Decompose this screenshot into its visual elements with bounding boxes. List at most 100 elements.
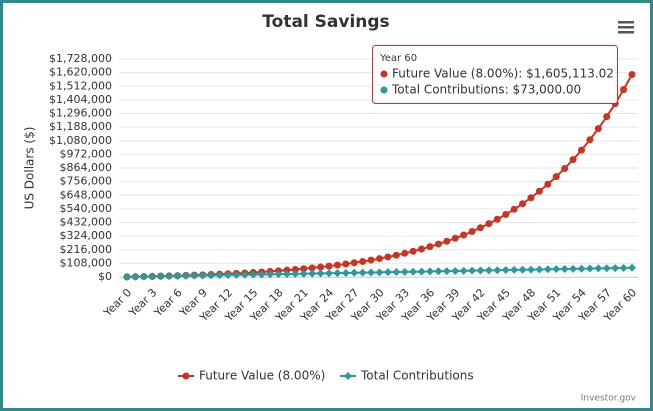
point (417, 267, 426, 276)
point (341, 268, 350, 277)
point (585, 264, 594, 273)
point (299, 269, 308, 278)
point (308, 269, 317, 278)
y-tick-label: $972,000 (60, 147, 113, 160)
point (367, 268, 376, 277)
point (560, 265, 569, 274)
point (291, 265, 299, 273)
point (418, 245, 426, 253)
point (148, 272, 157, 281)
point (342, 260, 350, 268)
y-tick-label: $0 (98, 270, 112, 283)
point (257, 270, 266, 279)
y-tick-label: $1,296,000 (49, 107, 112, 120)
point (383, 268, 392, 277)
legend-item[interactable]: Total Contributions (340, 369, 474, 383)
point (460, 231, 468, 239)
point (333, 261, 341, 269)
point (325, 262, 333, 270)
point (611, 264, 620, 273)
y-tick-label: $432,000 (60, 216, 113, 229)
point (181, 271, 190, 280)
y-tick-label: $324,000 (60, 229, 113, 242)
point (215, 271, 224, 280)
tooltip-box (372, 45, 618, 104)
point (484, 266, 493, 275)
point (552, 173, 560, 181)
point (266, 270, 275, 279)
point (198, 271, 207, 280)
point (510, 205, 518, 213)
point (442, 267, 451, 276)
point (501, 266, 510, 275)
point (485, 220, 493, 228)
tooltip-dot (380, 70, 388, 78)
point (459, 266, 468, 275)
point (207, 271, 216, 280)
point (544, 180, 552, 188)
point (224, 271, 232, 280)
point (350, 259, 358, 267)
point (392, 268, 401, 277)
menu-button[interactable] (618, 21, 634, 34)
y-tick-label: $1,620,000 (49, 66, 112, 79)
point (468, 266, 477, 275)
point (401, 249, 409, 257)
point (375, 268, 384, 277)
y-tick-label: $1,080,000 (49, 134, 112, 147)
y-tick-label: $540,000 (60, 202, 113, 215)
menu-bar (618, 31, 634, 34)
point (434, 240, 442, 248)
point (317, 263, 325, 271)
point (333, 269, 342, 278)
y-tick-label: $648,000 (60, 188, 113, 201)
point (131, 272, 140, 281)
point (477, 224, 484, 232)
point (392, 251, 400, 259)
point (139, 272, 148, 281)
point (561, 164, 569, 172)
point (358, 268, 367, 277)
point (249, 270, 258, 279)
point (493, 266, 502, 275)
point (510, 265, 519, 274)
point (443, 237, 451, 245)
point (602, 264, 611, 273)
point (552, 265, 561, 274)
point (165, 272, 174, 281)
legend-label: Total Contributions (360, 369, 474, 383)
point (535, 265, 544, 274)
menu-bar (618, 21, 634, 24)
point (308, 264, 316, 272)
tooltip-dot (380, 86, 388, 94)
point (451, 234, 459, 242)
point (282, 269, 291, 278)
y-tick-label: $1,404,000 (49, 93, 112, 106)
point (300, 265, 308, 273)
point (367, 256, 375, 264)
point (291, 269, 300, 278)
y-tick-label: $1,512,000 (49, 79, 112, 92)
chart-title: Total Savings (262, 12, 389, 32)
point (426, 267, 434, 276)
point (409, 267, 418, 276)
point (434, 267, 443, 276)
point (426, 243, 434, 251)
y-tick-label: $216,000 (60, 243, 113, 256)
point (451, 266, 460, 275)
point (173, 271, 182, 280)
tooltip-line: Future Value (8.00%): $1,605,113.02 (392, 67, 614, 81)
point (535, 187, 543, 195)
point (543, 265, 552, 274)
point (476, 266, 485, 275)
point (569, 264, 578, 273)
point (569, 156, 577, 164)
point (384, 253, 392, 261)
point (274, 270, 283, 279)
point (156, 272, 165, 281)
point (409, 247, 417, 255)
legend-item[interactable]: Future Value (8.00%) (178, 369, 325, 383)
point (240, 270, 249, 279)
